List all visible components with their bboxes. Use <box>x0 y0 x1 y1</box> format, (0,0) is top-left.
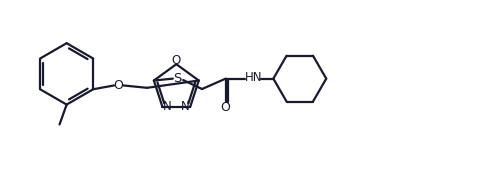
Text: O: O <box>221 101 230 114</box>
Text: O: O <box>113 79 123 92</box>
Text: N: N <box>181 100 190 113</box>
Text: O: O <box>172 54 181 67</box>
Text: N: N <box>163 100 172 113</box>
Text: S: S <box>174 72 182 85</box>
Text: HN: HN <box>245 71 262 84</box>
